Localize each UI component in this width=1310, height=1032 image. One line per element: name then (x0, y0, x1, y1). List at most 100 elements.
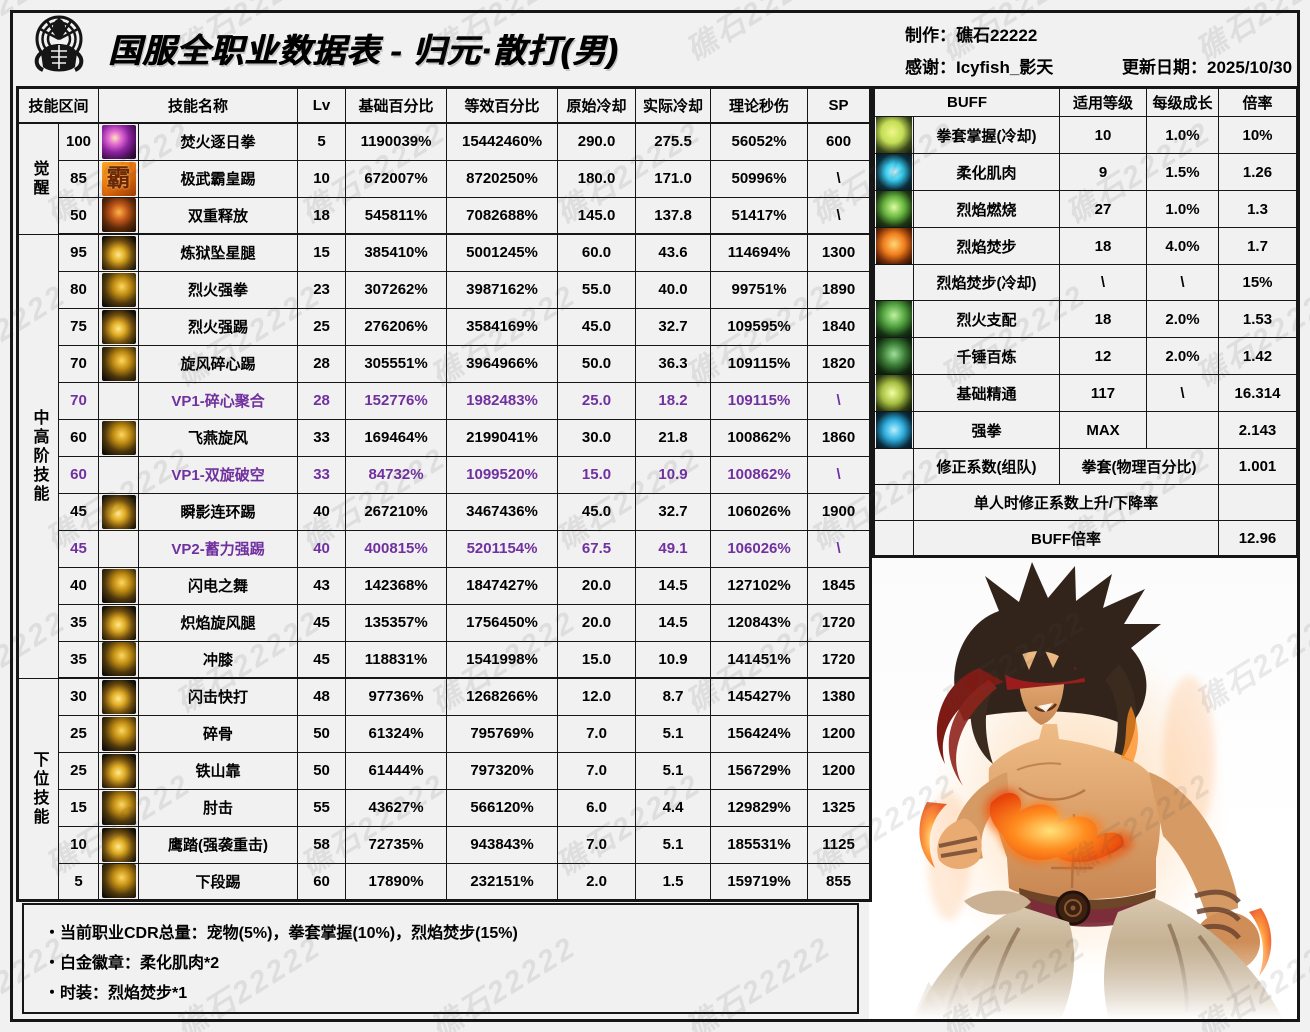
skill-sp-cell: \ (807, 196, 872, 235)
skill-sp-cell: 1900 (807, 492, 872, 531)
skill-cd-actual-cell: 5.1 (635, 714, 712, 753)
skill-lv-cell: 50 (297, 714, 347, 753)
maker-credit: 制作：礁石22222 (905, 26, 1038, 45)
skill-dps-cell: 106026% (710, 492, 809, 531)
buff-icon-cell (873, 448, 914, 485)
skill-range-cell: 25 (57, 714, 100, 753)
green-figure-buff-icon (876, 301, 912, 337)
buff-growth-cell (1146, 411, 1219, 449)
skill-base-percent-cell: 152776% (345, 381, 448, 420)
skill-dps-cell: 156729% (710, 751, 809, 790)
skill-icon-cell (98, 566, 140, 605)
skill-sp-cell: 1860 (807, 418, 872, 457)
skill-range-cell: 50 (57, 196, 100, 235)
skill-dps-cell: 109115% (710, 344, 809, 383)
skill-base-percent-cell: 276206% (345, 307, 448, 346)
skill-lv-cell: 23 (297, 270, 347, 309)
skill-cd-actual-cell: 32.7 (635, 492, 712, 531)
skill-equiv-percent-cell: 7082688% (446, 196, 559, 235)
skill-group-label: 下位技能 (30, 750, 48, 827)
skill-group-label: 中高阶技能 (30, 408, 48, 504)
skill-equiv-percent-cell: 795769% (446, 714, 559, 753)
buff-name-cell: 修正系数(组队) (913, 448, 1060, 485)
skill-name-cell: VP1-碎心聚合 (138, 381, 299, 420)
skill-dps-cell: 109595% (710, 307, 809, 346)
skill-base-percent-cell: 307262% (345, 270, 448, 309)
skill-equiv-percent-cell: 1756450% (446, 603, 559, 642)
skill-equiv-percent-cell: 3467436% (446, 492, 559, 531)
skill-cd-actual-cell: 18.2 (635, 381, 712, 420)
skill-sp-cell: 1200 (807, 714, 872, 753)
skill-cd-original-cell: 20.0 (557, 566, 637, 605)
buff-name-cell: 柔化肌肉 (913, 153, 1060, 191)
skill-sp-cell: \ (807, 381, 872, 420)
buff-level-cell: 12 (1059, 337, 1147, 375)
update-date: 更新日期：2025/10/30 (1122, 58, 1293, 77)
buff-row: 拳套掌握(冷却) 10 1.0% 10% (873, 116, 1298, 154)
col-header-multiplier: 倍率 (1218, 87, 1298, 117)
skill-base-percent-cell: 84732% (345, 455, 448, 494)
skill-sp-cell: 1840 (807, 307, 872, 346)
skill-row: 35 冲膝 45 118831% 1541998% 15.0 10.9 141451% 1720 (18, 640, 872, 679)
gold-crush-skill-icon (101, 716, 136, 751)
skill-dps-cell: 100862% (710, 455, 809, 494)
skill-equiv-percent-cell: 1541998% (446, 640, 559, 679)
buff-rate-cell: 12.96 (1218, 520, 1298, 557)
buff-icon-cell (873, 300, 914, 338)
skill-header-row: 技能区间 技能名称 Lv 基础百分比 等效百分比 原始冷却 实际冷却 理论秒伤 … (16, 87, 872, 124)
skill-equiv-percent-cell: 1099520% (446, 455, 559, 494)
skill-name-cell: 肘击 (138, 788, 299, 827)
skill-icon-cell: 霸 (98, 159, 140, 198)
skill-equiv-percent-cell: 5201154% (446, 529, 559, 568)
skill-lv-cell: 25 (297, 307, 347, 346)
skill-sp-cell: 1300 (807, 233, 872, 272)
skill-range-cell: 10 (57, 825, 100, 864)
buff-icon-cell (873, 116, 914, 154)
skill-name-cell: 旋风碎心踢 (138, 344, 299, 383)
skill-dps-cell: 50996% (710, 159, 809, 198)
buff-row: 烈焰燃烧 27 1.0% 1.3 (873, 190, 1298, 228)
buff-rate-cell: 1.42 (1218, 337, 1298, 375)
skill-row: 中高阶技能 95 炼狱坠星腿 15 385410% 5001245% 60.0 43.6 114… (17, 233, 872, 679)
skill-icon-cell (98, 307, 140, 346)
buff-icon-cell (873, 264, 914, 301)
skill-row: 25 铁山靠 50 61444% 797320% 7.0 5.1 156729% 1200 (18, 751, 872, 790)
buff-name-cell: 强拳 (913, 411, 1060, 449)
skill-group-cell: 觉醒 (17, 122, 59, 235)
gold-kick-skill-icon (101, 494, 136, 529)
skill-lv-cell: 5 (297, 122, 347, 161)
skill-dps-cell: 99751% (710, 270, 809, 309)
skill-cd-actual-cell: 171.0 (635, 159, 712, 198)
skill-icon-cell (98, 640, 140, 679)
skill-icon-cell (98, 677, 140, 716)
buff-level-cell: \ (1059, 264, 1147, 301)
buff-row: 强拳 MAX 2.143 (873, 411, 1298, 449)
skill-cd-original-cell: 55.0 (557, 270, 637, 309)
skill-base-percent-cell: 72735% (345, 825, 448, 864)
skill-row: 60 飞燕旋风 33 169464% 2199041% 30.0 21.8 100862% 18… (18, 418, 872, 457)
skill-row: 75 烈火强踢 25 276206% 3584169% 45.0 32.7 109595% 18… (18, 307, 872, 346)
skill-cd-original-cell: 290.0 (557, 122, 637, 161)
buff-name-cell: 烈焰燃烧 (913, 190, 1060, 228)
notes-box: ・当前职业CDR总量：宠物(5%)，拳套掌握(10%)，烈焰焚步(15%) ・白… (22, 903, 859, 1014)
skill-sp-cell: 1845 (807, 566, 872, 605)
skill-sp-cell: 1125 (807, 825, 872, 864)
skill-base-percent-cell: 169464% (345, 418, 448, 457)
skill-name-cell: 焚火逐日拳 (138, 122, 299, 161)
skill-row: 25 碎骨 50 61324% 795769% 7.0 5.1 156424% 1200 (18, 714, 872, 753)
skill-base-percent-cell: 135357% (345, 603, 448, 642)
skill-cd-original-cell: 60.0 (557, 233, 637, 272)
col-header-skill-range: 技能区间 (16, 87, 100, 124)
skill-row: 45 瞬影连环踢 40 267210% 3467436% 45.0 32.7 106026% 1… (18, 492, 872, 531)
gold-knee-skill-icon (101, 642, 136, 676)
col-header-base-percent: 基础百分比 (345, 87, 448, 124)
skill-lv-cell: 33 (297, 455, 347, 494)
ba-character-skill-icon: 霸 (101, 161, 136, 196)
skill-icon-cell (98, 751, 140, 790)
skill-range-cell: 40 (57, 566, 100, 605)
buff-growth-cell: \ (1146, 374, 1219, 412)
buff-icon-cell (873, 374, 914, 412)
skill-name-cell: 极武霸皇踢 (138, 159, 299, 198)
skill-lv-cell: 40 (297, 529, 347, 568)
